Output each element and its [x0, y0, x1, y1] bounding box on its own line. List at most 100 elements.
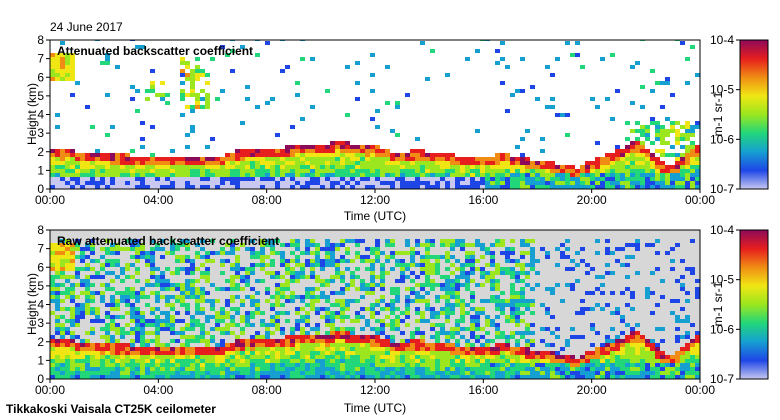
heatmap-cell [90, 157, 95, 161]
heatmap-cell [525, 371, 530, 375]
heatmap-cell [120, 247, 125, 251]
heatmap-cell [685, 149, 690, 153]
heatmap-cell [75, 243, 80, 247]
heatmap-cell [85, 363, 90, 367]
heatmap-cell [255, 255, 260, 259]
heatmap-cell [655, 125, 660, 129]
heatmap-cell [680, 41, 685, 45]
heatmap-cell [645, 339, 650, 343]
heatmap-cell [530, 267, 535, 271]
heatmap-cell [230, 49, 235, 53]
heatmap-cell [280, 331, 285, 335]
heatmap-cell [635, 371, 640, 375]
heatmap-cell [300, 343, 305, 347]
heatmap-cell [580, 359, 585, 363]
heatmap-cell [315, 177, 320, 181]
heatmap-cell [260, 375, 265, 379]
heatmap-cell [420, 315, 425, 319]
heatmap-cell [660, 177, 665, 181]
heatmap-cell [255, 335, 260, 339]
heatmap-cell [140, 311, 145, 315]
heatmap-cell [55, 315, 60, 319]
heatmap-cell [240, 339, 245, 343]
heatmap-cell [445, 311, 450, 315]
heatmap-cell [480, 367, 485, 371]
heatmap-cell [650, 89, 655, 93]
heatmap-cell [155, 347, 160, 351]
heatmap-cell [525, 243, 530, 247]
heatmap-cell [255, 161, 260, 165]
heatmap-cell [570, 367, 575, 371]
heatmap-cell [130, 287, 135, 291]
heatmap-cell [205, 169, 210, 173]
heatmap-cell [495, 331, 500, 335]
heatmap-cell [675, 375, 680, 379]
heatmap-cell [525, 169, 530, 173]
heatmap-cell [415, 299, 420, 303]
heatmap-cell [600, 375, 605, 379]
heatmap-cell [305, 247, 310, 251]
heatmap-cell [310, 295, 315, 299]
heatmap-cell [315, 371, 320, 375]
heatmap-cell [570, 371, 575, 375]
heatmap-cell [675, 121, 680, 125]
heatmap-cell [610, 343, 615, 347]
heatmap-cell [275, 311, 280, 315]
heatmap-cell [250, 335, 255, 339]
heatmap-cell [305, 371, 310, 375]
heatmap-cell [140, 295, 145, 299]
heatmap-cell [675, 339, 680, 343]
heatmap-cell [695, 295, 700, 299]
heatmap-cell [110, 327, 115, 331]
heatmap-cell [490, 251, 495, 255]
heatmap-cell [505, 355, 510, 359]
heatmap-cell [560, 255, 565, 259]
heatmap-cell [50, 363, 55, 367]
heatmap-cell [145, 255, 150, 259]
heatmap-cell [545, 177, 550, 181]
heatmap-cell [280, 291, 285, 295]
heatmap-cell [250, 339, 255, 343]
heatmap-cell [55, 327, 60, 331]
heatmap-cell [165, 343, 170, 347]
heatmap-cell [200, 157, 205, 161]
heatmap-cell [550, 169, 555, 173]
heatmap-cell [525, 251, 530, 255]
heatmap-cell [540, 165, 545, 169]
heatmap-cell [425, 375, 430, 379]
heatmap-cell [565, 113, 570, 117]
heatmap-cell [540, 169, 545, 173]
heatmap-cell [190, 319, 195, 323]
heatmap-cell [635, 331, 640, 335]
heatmap-cell [310, 343, 315, 347]
heatmap-cell [425, 275, 430, 279]
heatmap-cell [100, 359, 105, 363]
heatmap-cell [130, 331, 135, 335]
heatmap-cell [220, 331, 225, 335]
heatmap-cell [605, 251, 610, 255]
heatmap-cell [135, 247, 140, 251]
heatmap-cell [575, 41, 580, 45]
heatmap-cell [385, 153, 390, 157]
heatmap-cell [300, 367, 305, 371]
heatmap-cell [180, 299, 185, 303]
heatmap-cell [270, 367, 275, 371]
heatmap-cell [75, 169, 80, 173]
heatmap-cell [215, 367, 220, 371]
heatmap-cell [80, 173, 85, 177]
heatmap-cell [530, 251, 535, 255]
heatmap-cell [410, 363, 415, 367]
heatmap-cell [155, 267, 160, 271]
heatmap-cell [90, 319, 95, 323]
heatmap-cell [550, 371, 555, 375]
heatmap-cell [195, 243, 200, 247]
heatmap-cell [70, 169, 75, 173]
heatmap-cell [325, 295, 330, 299]
heatmap-cell [635, 61, 640, 65]
heatmap-cell [190, 295, 195, 299]
heatmap-cell [120, 267, 125, 271]
heatmap-cell [295, 243, 300, 247]
heatmap-cell [325, 335, 330, 339]
heatmap-cell [135, 351, 140, 355]
x-tick-label: 00:00 [35, 193, 65, 207]
